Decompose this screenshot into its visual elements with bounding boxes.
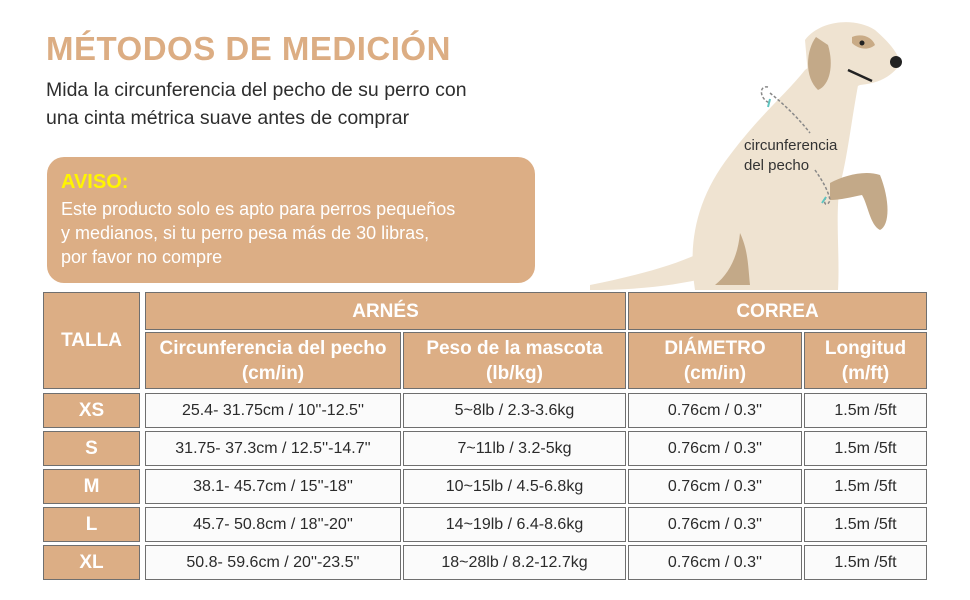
diameter-column-header: DIÁMETRO (cm/in) [628,332,802,389]
chest-cell: 25.4- 31.75cm / 10''-12.5'' [145,393,401,428]
length-cell: 1.5m /5ft [804,393,927,428]
notice-line-2: y medianos, si tu perro pesa más de 30 l… [61,223,430,243]
size-cell: M [43,469,140,504]
chest-cell: 50.8- 59.6cm / 20''-23.5'' [145,545,401,580]
diameter-cell: 0.76cm / 0.3'' [628,393,802,428]
page-title: MÉTODOS DE MEDICIÓN [46,30,451,67]
chest-column-header: Circunferencia del pecho (cm/in) [145,332,401,389]
diameter-cell: 0.76cm / 0.3'' [628,507,802,542]
chest-cell: 31.75- 37.3cm / 12.5''-14.7'' [145,431,401,466]
page-subtitle: Mida la circunferencia del pecho de su p… [46,76,526,132]
notice-line-1: Este producto solo es apto para perros p… [61,199,456,219]
weight-cell: 14~19lb / 6.4-8.6kg [403,507,626,542]
notice-body: Este producto solo es apto para perros p… [61,197,521,269]
chest-circumference-label: circunferencia del pecho [744,136,837,176]
length-cell: 1.5m /5ft [804,507,927,542]
dog-sitting-measure-icon [590,22,902,290]
diameter-cell: 0.76cm / 0.3'' [628,469,802,504]
label-line-2: del pecho [744,157,810,174]
weight-column-header: Peso de la mascota (lb/kg) [403,332,626,389]
chest-cell: 38.1- 45.7cm / 15''-18'' [145,469,401,504]
label-line-1: circunferencia [744,137,838,154]
harness-group-header: ARNÉS [145,292,626,330]
weight-cell: 7~11lb / 3.2-5kg [403,431,626,466]
diameter-cell: 0.76cm / 0.3'' [628,545,802,580]
weight-cell: 5~8lb / 2.3-3.6kg [403,393,626,428]
notice-heading: AVISO: [61,171,129,193]
length-column-header: Longitud (m/ft) [804,332,927,389]
notice-line-3: por favor no compre [61,247,223,267]
length-cell: 1.5m /5ft [804,431,927,466]
length-cell: 1.5m /5ft [804,545,927,580]
chest-cell: 45.7- 50.8cm / 18''-20'' [145,507,401,542]
size-cell: S [43,431,140,466]
size-cell: XL [43,545,140,580]
weight-cell: 18~28lb / 8.2-12.7kg [403,545,626,580]
size-column-header: TALLA [43,292,140,389]
size-cell: XS [43,393,140,428]
notice-box: AVISO: Este producto solo es apto para p… [47,157,535,283]
subtitle-line-1: Mida la circunferencia del pecho de su p… [46,79,467,101]
size-cell: L [43,507,140,542]
leash-group-header: CORREA [628,292,927,330]
subtitle-line-2: una cinta métrica suave antes de comprar [46,107,410,129]
length-cell: 1.5m /5ft [804,469,927,504]
weight-cell: 10~15lb / 4.5-6.8kg [403,469,626,504]
diameter-cell: 0.76cm / 0.3'' [628,431,802,466]
